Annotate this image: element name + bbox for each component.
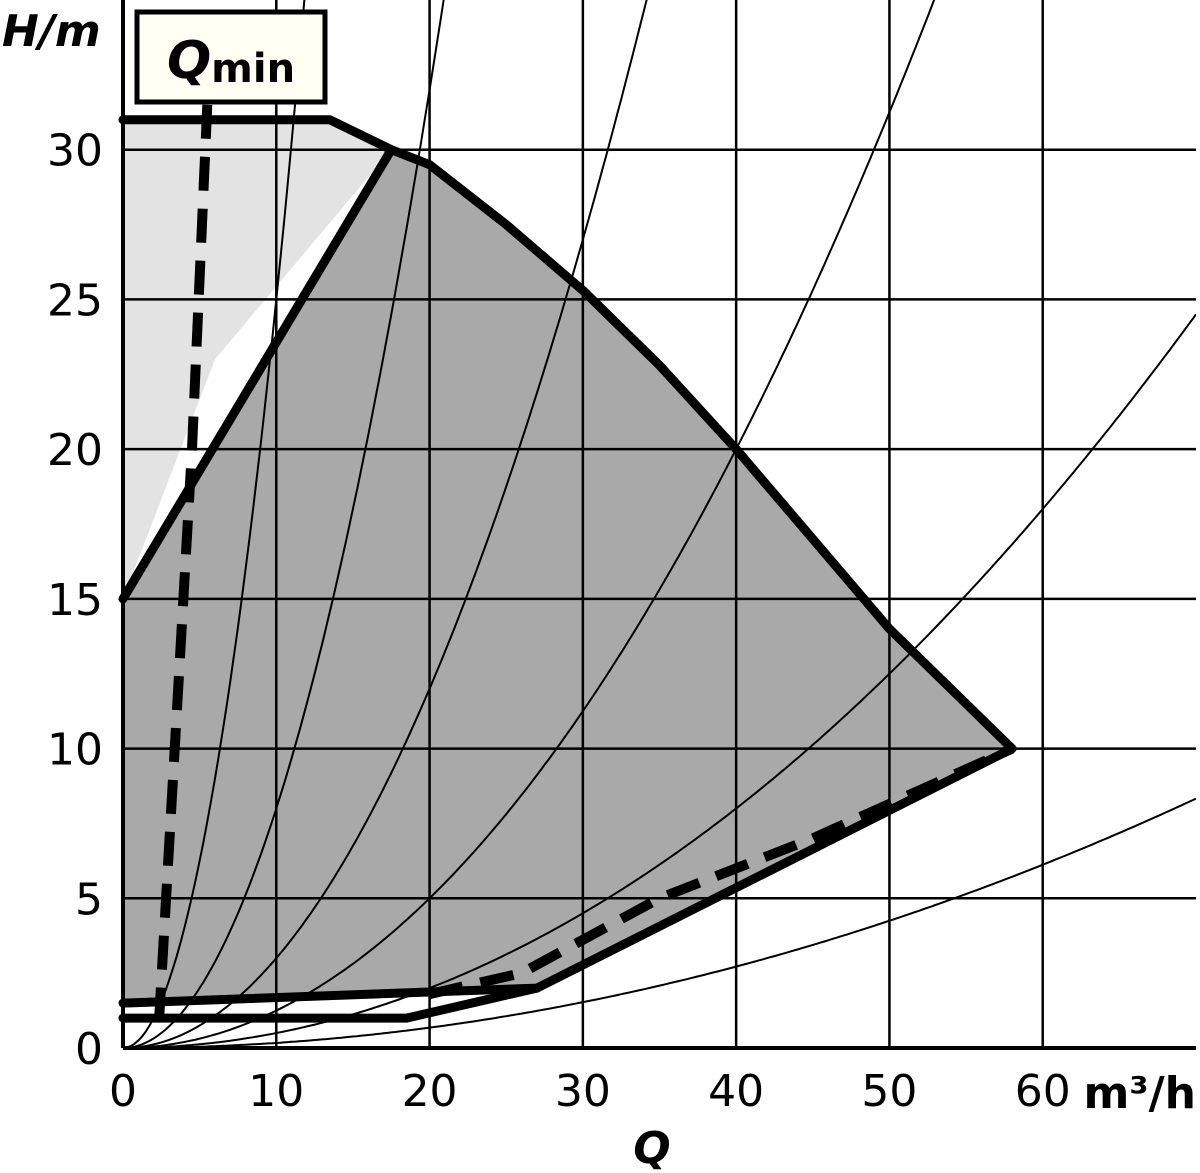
y-axis-label: H/m <box>2 6 101 57</box>
x-tick-label: 20 <box>402 1066 458 1117</box>
region-light-0 <box>123 119 392 599</box>
x-tick-label: 0 <box>109 1066 137 1117</box>
y-tick-label: 15 <box>47 575 103 626</box>
qmin-label: Qmin <box>167 31 295 92</box>
x-tick-label: 40 <box>708 1066 764 1117</box>
x-tick-label: 30 <box>555 1066 611 1117</box>
x-tick-label: 10 <box>248 1066 304 1117</box>
y-tick-label: 30 <box>47 126 103 177</box>
y-tick-label: 0 <box>75 1024 103 1075</box>
region-dark-1 <box>123 149 1013 1004</box>
dashed-lines <box>153 104 1015 1034</box>
y-tick-label: 5 <box>75 874 103 925</box>
y-tick-label: 20 <box>47 425 103 476</box>
qmin-box <box>134 9 328 105</box>
tick-labels: 0 5 10 15 20 25 30 0 10 20 30 40 50 60 <box>47 126 1071 1117</box>
y-tick-label: 25 <box>47 275 103 326</box>
qmin-annotation: Qmin <box>134 9 328 105</box>
x-axis-label: Q <box>633 1123 670 1173</box>
regions <box>123 119 1013 1004</box>
dashed-line-2 <box>428 744 1015 999</box>
axes <box>121 0 1196 1050</box>
qmin-sub: min <box>211 46 295 92</box>
dashed-line-1 <box>153 104 213 1034</box>
boundary-line-3 <box>118 983 542 1023</box>
system-curve-6 <box>123 797 1196 1048</box>
system-curve-5 <box>123 313 1196 1048</box>
y-tick-label: 10 <box>47 725 103 776</box>
boundary-lines <box>118 115 1017 1023</box>
boundary-line-1 <box>118 115 1017 1008</box>
x-tick-label: 60 <box>1015 1066 1071 1117</box>
qmin-main: Q <box>167 31 211 91</box>
boundary-line-2 <box>118 145 396 604</box>
x-axis-unit: m³/h <box>1083 1068 1196 1119</box>
x-tick-label: 50 <box>861 1066 917 1117</box>
